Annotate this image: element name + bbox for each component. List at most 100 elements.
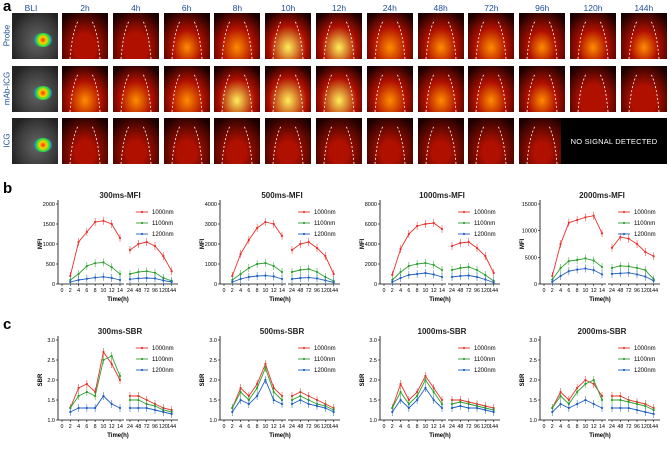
x-tick-label: 4: [77, 288, 80, 294]
data-point: [424, 378, 427, 382]
data-point: [162, 254, 165, 258]
x-axis-label: Time(h): [589, 433, 611, 439]
y-tick-label: 3.0: [529, 338, 537, 344]
data-point: [492, 410, 495, 414]
fluorescence-image: [519, 66, 566, 112]
legend-label: 1200nm: [314, 368, 336, 374]
data-point: [567, 221, 570, 224]
series-line-1200nm: [451, 275, 494, 283]
x-tick-label: 96: [474, 288, 480, 294]
data-point: [299, 276, 302, 280]
legend-marker: [140, 346, 144, 350]
data-point: [307, 267, 310, 271]
data-point: [264, 220, 267, 224]
data-point: [110, 362, 113, 366]
panel-letter-b: b: [3, 180, 13, 197]
legend-marker: [622, 221, 626, 225]
legend-marker: [622, 368, 626, 372]
data-point: [450, 406, 454, 410]
legend-label: 1200nm: [634, 368, 656, 374]
x-tick-label: 48: [617, 288, 623, 294]
x-axis-label: Time(h): [269, 297, 291, 303]
data-point: [619, 406, 622, 410]
series-line-1100nm: [451, 401, 494, 411]
data-point: [299, 242, 302, 246]
data-point: [85, 230, 88, 234]
fluorescence-image: [265, 118, 312, 164]
x-tick-label: 6: [247, 288, 250, 294]
chart-title: 300ms-SBR: [98, 327, 143, 336]
x-tick-label: 14: [599, 288, 605, 294]
data-point: [77, 406, 80, 410]
chart-title: 500ms-SBR: [260, 327, 305, 336]
data-point: [256, 274, 259, 278]
data-point: [137, 242, 140, 246]
time-label-144h: 144h: [634, 3, 654, 13]
data-point: [592, 259, 595, 262]
x-tick-label: 96: [314, 288, 320, 294]
series-line-1100nm: [451, 266, 494, 282]
x-axis-label: Time(h): [107, 433, 129, 439]
x-tick-label: 120: [159, 288, 168, 294]
data-point: [484, 254, 487, 258]
series-line-1000nm: [291, 391, 334, 409]
legend-marker: [462, 357, 466, 361]
legend-label: 1200nm: [634, 232, 656, 238]
fluorescence-image: [417, 13, 464, 59]
data-point: [247, 238, 250, 242]
data-point: [584, 257, 587, 260]
x-tick-label: 8: [576, 288, 579, 294]
data-point: [272, 222, 275, 226]
x-tick-label: 144: [167, 424, 176, 430]
y-tick-label: 3.0: [209, 338, 217, 344]
series-line-1200nm: [611, 272, 654, 282]
y-axis-label: SBR: [38, 373, 44, 386]
legend-label: 1200nm: [152, 232, 174, 238]
data-point: [610, 272, 614, 275]
legend-label: 1000nm: [634, 346, 656, 352]
data-point: [77, 386, 80, 390]
time-label-8h: 8h: [232, 3, 243, 13]
fluorescence-image: [417, 66, 464, 112]
data-point: [652, 279, 655, 282]
x-tick-label: 24: [127, 424, 133, 430]
x-tick-label: 4: [399, 424, 402, 430]
fluorescence-image: [620, 66, 667, 112]
data-point: [576, 258, 579, 262]
chart-title: 2000ms-SBR: [578, 327, 627, 336]
fluorescence-image: [316, 13, 362, 59]
y-axis-label: MFI: [38, 239, 44, 250]
x-axis-label: Time(h): [107, 297, 129, 303]
data-point: [110, 266, 113, 269]
fluorescence-image: [112, 118, 159, 164]
x-tick-label: 2: [231, 424, 234, 430]
fluorescence-image: [519, 13, 566, 59]
fluorescence-image: [62, 118, 108, 164]
data-point: [85, 264, 88, 268]
data-point: [432, 390, 435, 394]
data-point: [77, 272, 80, 276]
data-point: [416, 224, 419, 228]
data-point: [600, 406, 604, 410]
data-point: [610, 398, 614, 402]
x-tick-label: 96: [634, 288, 640, 294]
data-point: [247, 266, 250, 270]
x-tick-label: 2: [391, 288, 394, 294]
legend-label: 1100nm: [474, 357, 495, 363]
data-point: [137, 270, 140, 274]
data-point: [85, 382, 88, 386]
data-point: [635, 273, 639, 276]
data-point: [600, 273, 604, 276]
x-tick-label: 6: [567, 424, 570, 430]
data-point: [391, 280, 394, 284]
x-tick-label: 2: [551, 424, 554, 430]
data-point: [600, 265, 604, 269]
data-point: [584, 267, 587, 270]
x-tick-label: 12: [431, 424, 437, 430]
data-point: [153, 408, 157, 412]
data-point: [416, 262, 419, 266]
data-point: [627, 400, 630, 404]
data-point: [592, 378, 595, 382]
data-point: [399, 382, 402, 386]
